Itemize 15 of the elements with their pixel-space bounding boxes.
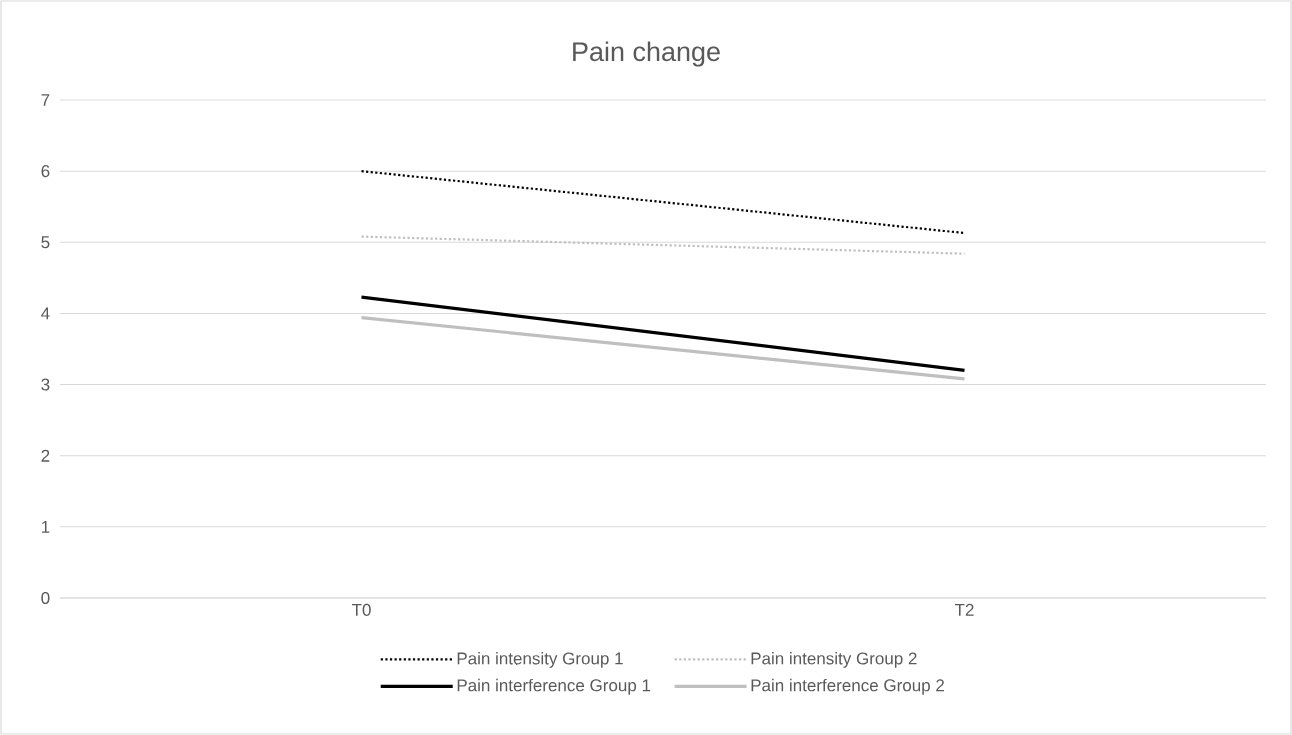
- legend-label: Pain interference Group 2: [751, 678, 944, 695]
- legend-label: Pain intensity Group 1: [457, 651, 623, 668]
- y-tick-label: 1: [41, 520, 50, 533]
- legend-label: Pain interference Group 1: [457, 678, 651, 695]
- y-tick-label: 6: [41, 165, 50, 178]
- y-tick-label: 0: [41, 591, 50, 605]
- y-tick-label: 4: [41, 307, 50, 320]
- y-tick-label: 7: [41, 94, 50, 106]
- y-tick-label: 5: [41, 236, 50, 249]
- y-tick-label: 2: [41, 449, 50, 462]
- chart-title: Pain change: [573, 41, 720, 67]
- x-tick-label: T0: [351, 603, 371, 616]
- legend-label: Pain intensity Group 2: [751, 651, 917, 668]
- x-tick-label: T2: [954, 603, 974, 616]
- y-tick-label: 3: [41, 378, 50, 391]
